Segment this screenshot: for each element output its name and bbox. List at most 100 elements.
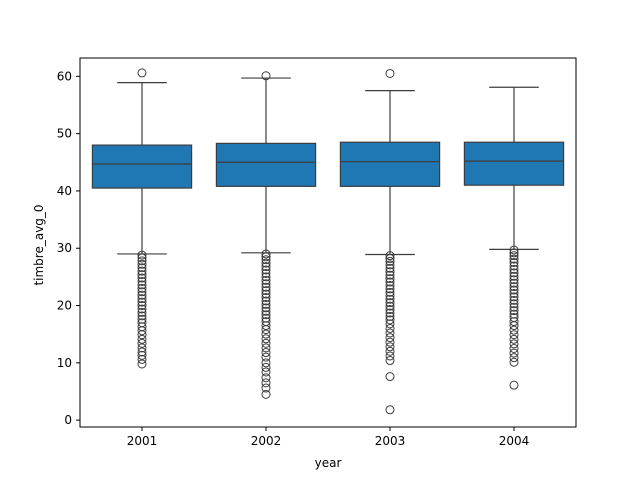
outlier-point (509, 275, 519, 285)
outlier-point (137, 311, 147, 321)
outlier-point (509, 268, 519, 278)
outlier-point (261, 249, 271, 259)
x-tick-label: 2001 (127, 434, 158, 448)
outlier-point (261, 286, 271, 296)
outlier-point (137, 280, 147, 290)
outlier-point (385, 333, 395, 343)
outlier-point (261, 313, 271, 323)
outlier-point (385, 328, 395, 338)
outlier-point (137, 338, 147, 348)
outlier-point (509, 348, 519, 358)
outlier-point (509, 344, 519, 354)
outlier-point (385, 301, 395, 311)
outlier-point (385, 287, 395, 297)
outlier-point (137, 297, 147, 307)
outlier-point (261, 343, 271, 353)
outlier-point (261, 252, 271, 262)
x-axis-label: year (315, 456, 342, 470)
outlier-point (261, 367, 271, 377)
x-tick-label: 2003 (375, 434, 406, 448)
outlier-point (509, 357, 519, 367)
box-iqr (215, 142, 317, 187)
outlier-point (385, 315, 395, 325)
outlier-point (509, 258, 519, 268)
outlier-point (137, 301, 147, 311)
outlier-point (509, 321, 519, 331)
outlier-point (137, 359, 147, 369)
box-iqr (339, 141, 441, 187)
outlier-point (137, 307, 147, 317)
outlier-point (137, 354, 147, 364)
outlier-point (137, 270, 147, 280)
outlier-point (509, 254, 519, 264)
outlier-point (509, 295, 519, 305)
outlier-point (137, 294, 147, 304)
outlier-point (137, 283, 147, 293)
outlier-point (385, 254, 395, 264)
outlier-point (261, 258, 271, 268)
outlier-point (509, 282, 519, 292)
outlier-point (261, 272, 271, 282)
outlier-point (137, 334, 147, 344)
outlier-point (137, 250, 147, 260)
outlier-point (261, 262, 271, 272)
outlier-point (137, 330, 147, 340)
outlier-point (137, 347, 147, 357)
outlier-point (509, 309, 519, 319)
outlier-point (385, 270, 395, 280)
outlier-point (261, 383, 271, 393)
outlier-point (385, 260, 395, 270)
outlier-point (385, 351, 395, 361)
axes: 0 10 20 30 40 50 60 2001 2002 2003 2004 (57, 57, 577, 448)
outlier-point (509, 271, 519, 281)
outlier-point (385, 263, 395, 273)
outlier-point (385, 305, 395, 315)
outlier-point (137, 263, 147, 273)
outlier-point (385, 277, 395, 287)
outlier-point (509, 261, 519, 271)
y-tick-label: 0 (64, 413, 72, 427)
outlier-point (509, 380, 519, 390)
outlier-point (385, 280, 395, 290)
outlier-point (261, 389, 271, 399)
outlier-point (385, 256, 395, 266)
outlier-point (137, 253, 147, 263)
outlier-point (261, 255, 271, 265)
box-iqr (463, 141, 565, 186)
outlier-point (385, 294, 395, 304)
plot-area (91, 68, 565, 415)
outlier-point (261, 352, 271, 362)
y-tick-label: 10 (57, 356, 72, 370)
outlier-point (385, 346, 395, 356)
outlier-point (261, 373, 271, 383)
outlier-point (261, 348, 271, 358)
outlier-point (509, 317, 519, 327)
outlier-point (137, 290, 147, 300)
outlier-point (137, 266, 147, 276)
y-tick-label: 20 (57, 299, 72, 313)
outlier-point (261, 329, 271, 339)
y-axis-label: timbre_avg_0 (32, 204, 46, 285)
outlier-point (509, 278, 519, 288)
y-tick-label: 30 (57, 241, 72, 255)
outlier-point (261, 303, 271, 313)
outlier-point (137, 287, 147, 297)
outlier-point (261, 299, 271, 309)
outlier-point (509, 334, 519, 344)
outlier-point (509, 288, 519, 298)
outlier-point (137, 350, 147, 360)
outlier-point (509, 248, 519, 258)
outlier-point (137, 68, 147, 78)
outlier-point (137, 343, 147, 353)
outlier-point (385, 267, 395, 277)
outlier-point (137, 276, 147, 286)
outlier-point (385, 274, 395, 284)
outlier-point (261, 275, 271, 285)
outlier-point (385, 308, 395, 318)
outlier-point (509, 306, 519, 316)
outlier-point (385, 251, 395, 261)
outlier-point (385, 298, 395, 308)
box-group-2003 (339, 68, 441, 415)
